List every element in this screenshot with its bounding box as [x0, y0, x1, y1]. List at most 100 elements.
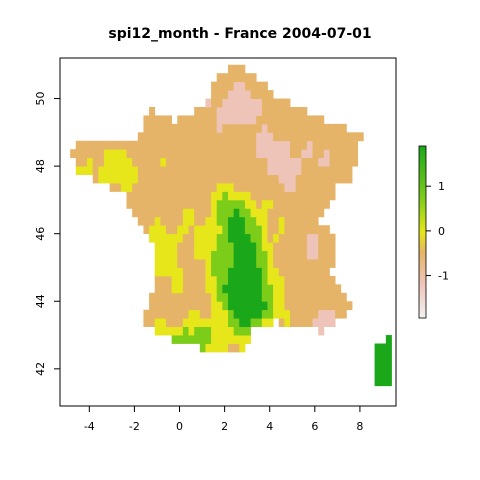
raster-cell — [205, 208, 212, 218]
raster-cell — [199, 275, 206, 285]
raster-cell — [261, 284, 268, 294]
raster-cell — [329, 284, 336, 294]
raster-cell — [165, 115, 173, 125]
raster-cell — [346, 132, 353, 142]
raster-cell — [284, 174, 291, 184]
raster-cell — [205, 292, 212, 302]
raster-cell — [244, 242, 251, 251]
raster-cell — [256, 149, 263, 159]
raster-cell — [290, 123, 297, 133]
raster-cell — [154, 191, 161, 201]
raster-cell — [205, 191, 212, 201]
raster-cell — [335, 140, 342, 150]
raster-cell — [228, 301, 235, 311]
raster-cell — [273, 98, 280, 108]
raster-cell — [149, 132, 156, 142]
raster-cell — [306, 199, 313, 209]
raster-cell — [312, 292, 319, 302]
raster-cell — [188, 132, 195, 142]
raster-cell — [323, 301, 330, 311]
raster-cell — [177, 326, 184, 336]
raster-cell — [188, 208, 195, 218]
raster-cell — [177, 132, 184, 142]
raster-cell — [306, 157, 313, 167]
raster-cell — [228, 225, 235, 235]
raster-cell — [177, 183, 184, 192]
raster-cell — [295, 183, 302, 192]
raster-cell — [261, 242, 268, 251]
raster-cell — [165, 140, 173, 150]
raster-cell — [98, 174, 105, 184]
raster-cell — [154, 174, 161, 184]
raster-cell — [244, 90, 251, 99]
raster-cell — [318, 326, 325, 336]
raster-cell — [261, 267, 268, 277]
raster-cell — [278, 318, 285, 328]
legend-tick-label: 1 — [438, 180, 445, 193]
raster-cell — [318, 250, 325, 260]
raster-cell — [81, 149, 88, 159]
raster-cell — [160, 292, 167, 302]
raster-cell — [244, 183, 251, 192]
raster-cell — [340, 166, 347, 175]
raster-cell — [301, 267, 308, 277]
raster-cell — [87, 149, 94, 159]
raster-cell — [199, 301, 206, 311]
raster-cell — [244, 199, 251, 209]
raster-cell — [273, 174, 280, 184]
raster-cell — [267, 98, 274, 108]
raster-cell — [239, 343, 246, 353]
raster-cell — [239, 166, 246, 175]
raster-cell — [222, 259, 229, 268]
raster-cell — [216, 326, 223, 336]
raster-cell — [329, 259, 336, 268]
raster-cell — [137, 199, 144, 209]
raster-cell — [216, 98, 223, 108]
raster-cell — [222, 81, 229, 91]
raster-cell — [182, 216, 189, 226]
y-tick-label: 48 — [34, 159, 47, 173]
raster-cell — [273, 157, 280, 167]
raster-cell — [222, 225, 229, 235]
raster-cell — [188, 115, 195, 125]
raster-cell — [205, 284, 212, 294]
raster-cell — [301, 149, 308, 159]
raster-cell — [205, 309, 212, 319]
raster-cell — [182, 326, 189, 336]
raster-cell — [295, 208, 302, 218]
raster-cell — [171, 292, 178, 302]
raster-cell — [211, 225, 218, 235]
raster-cell — [115, 183, 122, 192]
raster-cell — [216, 174, 223, 184]
raster-cell — [137, 149, 144, 159]
raster-cell — [120, 140, 127, 150]
raster-cell — [256, 199, 263, 209]
raster-cell — [261, 140, 268, 150]
x-axis: -4 -2 0 2 4 6 8 — [84, 405, 363, 433]
raster-cell — [222, 284, 229, 294]
raster-cell — [306, 208, 313, 218]
raster-cell — [194, 275, 201, 285]
raster-cell — [239, 157, 246, 167]
raster-cell — [239, 90, 246, 99]
raster-cell — [244, 216, 251, 226]
raster-cell — [239, 301, 246, 311]
raster-cell — [306, 183, 313, 192]
raster-cell — [205, 166, 212, 175]
raster-cell — [171, 166, 178, 175]
raster-cell — [284, 259, 291, 268]
raster-cell — [216, 191, 223, 201]
raster-cell — [211, 140, 218, 150]
raster-cell — [290, 309, 297, 319]
raster-cell — [216, 233, 223, 243]
raster-cell — [194, 140, 201, 150]
raster-cell — [216, 343, 223, 353]
raster-cell — [222, 318, 229, 328]
raster-cell — [284, 208, 291, 218]
raster-cell — [312, 166, 319, 175]
raster-cell — [323, 174, 330, 184]
raster-cell — [149, 174, 156, 184]
raster-cell — [312, 191, 319, 201]
raster-cell — [211, 267, 218, 277]
